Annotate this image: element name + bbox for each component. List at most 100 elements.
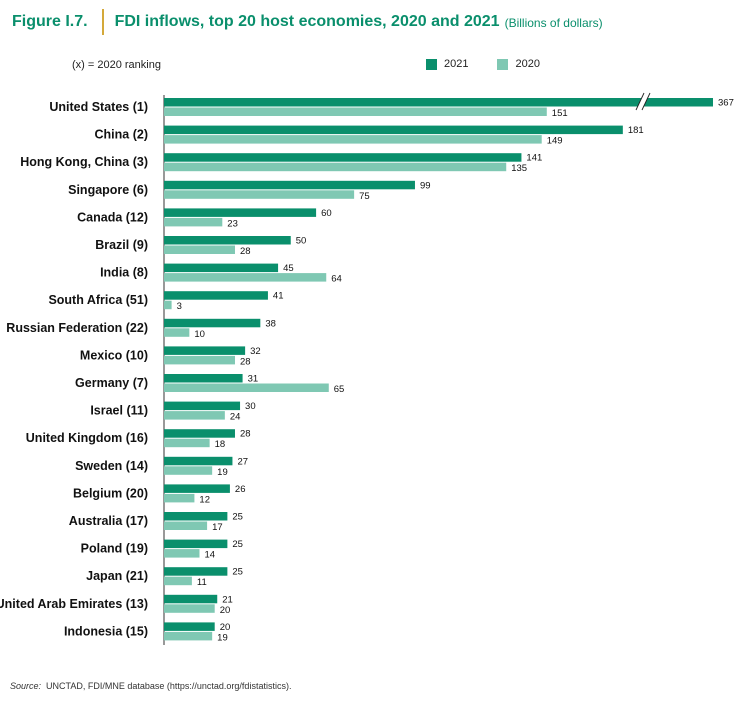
bar-2021-germany-7 — [164, 374, 243, 383]
category-label-united-arab-emirates-13: United Arab Emirates (13) — [0, 597, 148, 611]
value-label-2021-united-kingdom-16: 28 — [240, 429, 251, 440]
bar-2020-united-arab-emirates-13 — [164, 604, 215, 613]
bar-2021-united-states-1 — [164, 98, 713, 107]
chart-legend: 2021 2020 — [426, 58, 569, 70]
bar-2020-brazil-9 — [164, 245, 235, 254]
bar-2021-united-kingdom-16 — [164, 429, 235, 438]
value-label-2020-south-africa-51: 3 — [177, 301, 182, 312]
bar-2020-germany-7 — [164, 383, 329, 392]
category-label-poland-19: Poland (19) — [81, 542, 148, 556]
category-label-south-africa-51: South Africa (51) — [48, 293, 148, 307]
bar-2020-south-africa-51 — [164, 300, 172, 310]
category-label-indonesia-15: Indonesia (15) — [64, 624, 148, 638]
value-label-2020-poland-19: 14 — [204, 550, 215, 561]
legend-item-2021: 2021 — [426, 58, 468, 70]
source-label: Source: — [10, 681, 42, 691]
value-label-2021-germany-7: 31 — [248, 374, 259, 385]
value-label-2021-brazil-9: 50 — [296, 236, 307, 247]
value-label-2020-indonesia-15: 19 — [217, 632, 228, 643]
bar-2021-india-8 — [164, 263, 279, 273]
source-note: Source: UNCTAD, FDI/MNE database (https:/… — [10, 681, 291, 691]
value-label-2021-singapore-6: 99 — [420, 180, 431, 191]
category-label-singapore-6: Singapore (6) — [68, 183, 148, 197]
value-label-2020-mexico-10: 28 — [240, 356, 251, 367]
value-label-2021-japan-21: 25 — [232, 567, 243, 578]
bar-2020-indonesia-15 — [164, 631, 213, 641]
bar-2021-australia-17 — [164, 512, 228, 521]
value-label-2020-united-states-1: 151 — [552, 108, 568, 119]
value-label-2020-hong-kong-china-3: 135 — [511, 163, 527, 174]
bar-2020-israel-11 — [164, 411, 225, 420]
ranking-note: (x) = 2020 ranking — [72, 59, 161, 71]
value-label-2020-india-8: 64 — [331, 274, 342, 285]
bar-2020-poland-19 — [164, 549, 200, 558]
bar-2020-singapore-6 — [164, 190, 355, 199]
bar-2020-india-8 — [164, 273, 327, 282]
legend-swatch-2021 — [426, 58, 437, 70]
value-label-2021-canada-12: 60 — [321, 208, 332, 219]
category-label-australia-17: Australia (17) — [69, 514, 148, 528]
value-label-2021-hong-kong-china-3: 141 — [526, 153, 542, 164]
category-label-brazil-9: Brazil (9) — [95, 238, 148, 252]
category-label-israel-11: Israel (11) — [90, 404, 148, 418]
bar-2021-sweden-14 — [164, 456, 233, 466]
value-label-2020-australia-17: 17 — [212, 522, 223, 533]
category-label-hong-kong-china-3: Hong Kong, China (3) — [20, 155, 148, 169]
category-label-sweden-14: Sweden (14) — [75, 459, 148, 473]
bar-2020-japan-21 — [164, 576, 192, 586]
value-label-2020-united-kingdom-16: 18 — [215, 439, 226, 450]
axis-break-mark-left — [635, 92, 645, 111]
bar-2020-united-states-1 — [164, 107, 547, 116]
value-label-2021-indonesia-15: 20 — [220, 622, 231, 633]
value-label-2020-singapore-6: 75 — [359, 191, 370, 202]
legend-label-2020: 2020 — [515, 58, 540, 70]
value-label-2021-sweden-14: 27 — [237, 456, 248, 467]
category-label-india-8: India (8) — [100, 266, 148, 280]
value-label-2021-russian-federation-22: 38 — [265, 318, 276, 329]
value-label-2020-china-2: 149 — [547, 136, 563, 147]
category-label-belgium-20: Belgium (20) — [73, 486, 148, 500]
value-label-2021-united-arab-emirates-13: 21 — [222, 594, 233, 605]
bar-2021-indonesia-15 — [164, 622, 215, 631]
value-label-2021-mexico-10: 32 — [250, 346, 261, 357]
legend-swatch-2020 — [497, 58, 509, 70]
figure-title: FDI inflows, top 20 host economies, 2020… — [114, 13, 500, 30]
axis-break-gap — [636, 93, 650, 110]
bar-2021-russian-federation-22 — [164, 318, 261, 328]
bar-2021-singapore-6 — [164, 180, 415, 190]
value-label-2020-brazil-9: 28 — [240, 246, 251, 257]
value-label-2021-belgium-20: 26 — [235, 484, 246, 495]
source-text: UNCTAD, FDI/MNE database (https://unctad… — [46, 681, 292, 691]
axis-break-mark-right — [641, 92, 651, 111]
value-label-2020-sweden-14: 19 — [217, 467, 228, 478]
value-label-2020-belgium-20: 12 — [199, 494, 210, 505]
legend-label-2021: 2021 — [444, 58, 469, 70]
value-label-2021-israel-11: 30 — [245, 401, 256, 412]
value-label-2020-canada-12: 23 — [227, 218, 238, 229]
figure-unit: (Billions of dollars) — [504, 16, 603, 30]
legend-item-2020: 2020 — [497, 58, 540, 70]
bar-2021-brazil-9 — [164, 236, 291, 245]
bar-2020-sweden-14 — [164, 466, 213, 475]
bar-2021-china-2 — [164, 125, 623, 135]
header-separator — [101, 9, 104, 35]
category-label-japan-21: Japan (21) — [86, 569, 148, 583]
bar-2020-hong-kong-china-3 — [164, 162, 507, 172]
value-label-2020-japan-21: 11 — [197, 577, 207, 588]
category-label-russian-federation-22: Russian Federation (22) — [6, 321, 148, 335]
bar-2020-australia-17 — [164, 521, 208, 530]
bar-2020-mexico-10 — [164, 355, 235, 365]
bar-2020-united-kingdom-16 — [164, 438, 210, 448]
figure-number: Figure I.7. — [12, 13, 88, 30]
bar-2021-mexico-10 — [164, 346, 246, 355]
bar-2021-japan-21 — [164, 567, 228, 576]
bar-2020-china-2 — [164, 135, 542, 144]
bar-2020-russian-federation-22 — [164, 328, 190, 337]
category-label-united-kingdom-16: United Kingdom (16) — [26, 431, 148, 445]
bar-2021-hong-kong-china-3 — [164, 153, 522, 162]
value-label-2020-united-arab-emirates-13: 20 — [220, 605, 231, 616]
bar-2021-canada-12 — [164, 208, 317, 217]
value-label-2020-russian-federation-22: 10 — [194, 329, 205, 340]
bar-2021-poland-19 — [164, 539, 228, 549]
